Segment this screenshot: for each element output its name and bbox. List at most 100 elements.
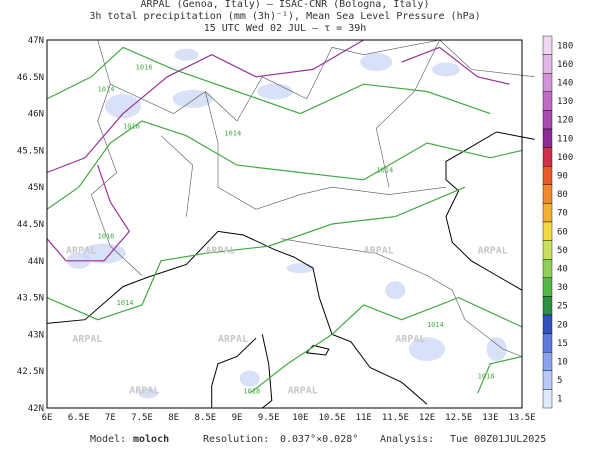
colorbar-swatch: [542, 370, 553, 390]
colorbar-swatch: [542, 72, 553, 92]
colorbar-label: 80: [557, 190, 568, 200]
lon-label: 12.5E: [445, 413, 472, 423]
lat-label: 44.5N: [17, 220, 44, 230]
watermark: ARPAL: [205, 245, 235, 256]
precip-area: [174, 48, 199, 61]
colorbar-label: 160: [557, 60, 573, 70]
precip-area: [104, 94, 141, 119]
precip-area: [486, 337, 507, 362]
lat-label: 45.5N: [17, 146, 44, 156]
coastline: [46, 230, 428, 405]
precip-area: [408, 337, 445, 362]
watermark: ARPAL: [129, 385, 159, 396]
isobar: [46, 39, 364, 174]
lat-label: 43.5N: [17, 294, 44, 304]
colorbar-label: 50: [557, 246, 568, 256]
colorbar-label: 15: [557, 339, 568, 349]
lat-label: 46.5N: [17, 73, 44, 83]
colorbar-swatch: [542, 54, 553, 74]
colorbar-swatch: [542, 165, 553, 185]
colorbar-swatch: [542, 277, 553, 297]
precip-area: [138, 388, 159, 399]
header-line: ARPAL (Genoa, Italy) – ISAC-CNR (Bologna…: [141, 0, 430, 10]
lon-label: 7E: [105, 413, 116, 423]
lon-label: 6.5E: [68, 413, 90, 423]
contour-label: 1014: [376, 166, 393, 174]
watermark: ARPAL: [72, 334, 102, 345]
colorbar-label: 90: [557, 172, 568, 182]
contour-label: 1018: [243, 387, 260, 395]
lat-label: 43N: [28, 330, 44, 340]
header-line: 15 UTC Wed 02 JUL – τ = 39h: [204, 23, 367, 34]
colorbar-label: 1: [557, 395, 562, 405]
colorbar-swatch: [542, 314, 553, 334]
colorbar-swatch: [542, 296, 553, 316]
coastline: [211, 337, 257, 408]
admin-border: [110, 39, 535, 122]
colorbar-label: 20: [557, 320, 568, 330]
lat-label: 44N: [28, 257, 44, 267]
lon-label: 10E: [292, 413, 308, 423]
footer-value: Tue 00Z01JUL2025: [450, 434, 546, 445]
colorbar-swatch: [542, 91, 553, 111]
precip-area: [239, 370, 260, 387]
watermark: ARPAL: [364, 245, 394, 256]
contour-label: 1016: [136, 63, 153, 71]
precip-area: [172, 89, 213, 108]
isobar: [46, 46, 491, 115]
contour-label: 1014: [224, 130, 241, 138]
coastline: [445, 131, 535, 291]
colorbar-swatch: [542, 389, 553, 409]
colorbar-label: 60: [557, 227, 568, 237]
precip-area: [360, 53, 393, 72]
colorbar-label: 30: [557, 283, 568, 293]
lon-label: 11.5E: [382, 413, 409, 423]
isobar: [249, 296, 523, 394]
colorbar-swatch: [542, 184, 553, 204]
colorbar-swatch: [542, 221, 553, 241]
colorbar-label: 130: [557, 97, 573, 107]
lon-label: 8E: [168, 413, 179, 423]
lon-label: 9.5E: [258, 413, 280, 423]
admin-border: [281, 238, 523, 357]
colorbar-swatch: [542, 352, 553, 372]
lon-label: 7.5E: [131, 413, 153, 423]
colorbar-swatch: [542, 110, 553, 130]
contour-label: 1014: [117, 299, 134, 307]
coastline: [261, 334, 273, 409]
lat-label: 47N: [28, 36, 44, 46]
watermark: ARPAL: [478, 245, 508, 256]
colorbar-swatch: [542, 147, 553, 167]
contour-label: 1016: [98, 233, 115, 241]
watermark: ARPAL: [66, 245, 96, 256]
precip-area: [286, 263, 315, 274]
isobar: [401, 46, 510, 85]
colorbar-label: 180: [557, 41, 573, 51]
footer-label: Resolution:: [203, 434, 269, 445]
isobar: [46, 186, 466, 321]
isobar: [46, 120, 523, 210]
map-frame: [46, 39, 523, 409]
isobar: [46, 164, 131, 262]
colorbar-label: 110: [557, 134, 573, 144]
precip-area: [431, 62, 460, 77]
colorbar-label: 100: [557, 153, 573, 163]
isobar: [477, 355, 523, 394]
lon-label: 8.5E: [195, 413, 217, 423]
watermark: ARPAL: [395, 334, 425, 345]
footer-label: Model:: [90, 434, 126, 445]
footer-value: 0.037°×0.028°: [280, 434, 358, 445]
contour-label: 1016: [123, 122, 140, 130]
footer-label: Analysis:: [380, 434, 434, 445]
contour-label: 1014: [427, 321, 444, 329]
lat-label: 42.5N: [17, 367, 44, 377]
colorbar-swatch: [542, 240, 553, 260]
lon-label: 12E: [419, 413, 435, 423]
precip-area: [256, 83, 293, 100]
contour-label: 1018: [478, 373, 495, 381]
lon-label: 10.5E: [318, 413, 345, 423]
watermark: ARPAL: [218, 334, 248, 345]
lon-label: 9E: [232, 413, 243, 423]
